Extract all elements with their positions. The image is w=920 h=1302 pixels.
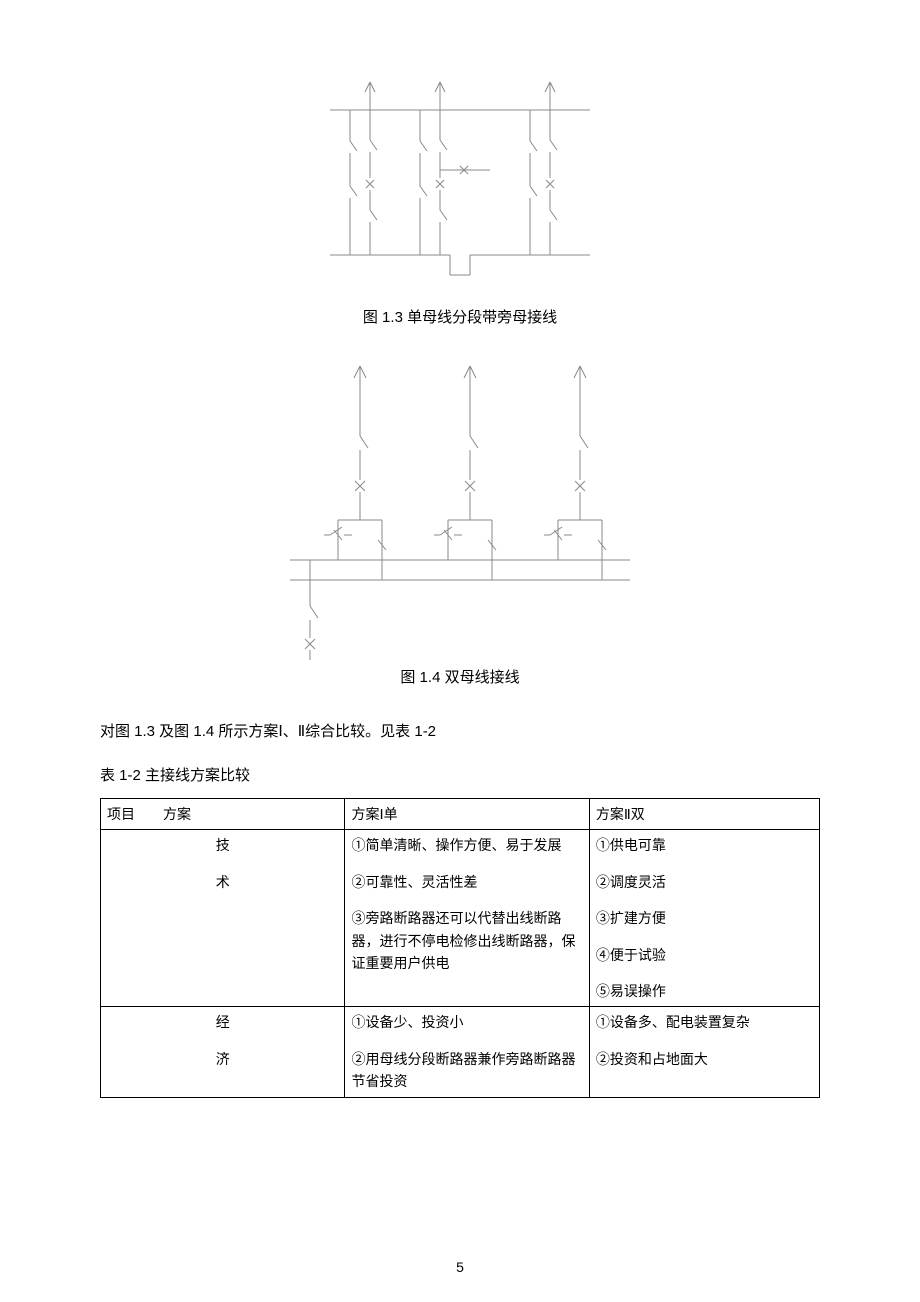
table-cell-line: ②投资和占地面大 (596, 1048, 813, 1070)
table-cell-line: ②用母线分段断路器兼作旁路断路器节省投资 (351, 1048, 582, 1093)
table-plan2-cell: ①设备多、配电装置复杂 ②投资和占地面大 (589, 1007, 819, 1097)
table-title: 表 1-2 主接线方案比较 (100, 764, 820, 788)
diagram-1-3 (290, 80, 630, 300)
table-header-col-b: 方案Ⅰ单 (345, 799, 589, 830)
figure-1-4: 图 1.4 双母线接线 (100, 360, 820, 690)
figure-1-3-caption: 图 1.3 单母线分段带旁母接线 (100, 306, 820, 330)
diagram-1-4 (270, 360, 650, 660)
table-cell-line: ③旁路断路器还可以代替出线断路器，进行不停电检修出线断路器，保证重要用户供电 (351, 907, 582, 974)
table-cell-line: ①供电可靠 (596, 834, 813, 856)
figure-1-3: 图 1.3 单母线分段带旁母接线 (100, 80, 820, 330)
table-cell-line: ②可靠性、灵活性差 (351, 871, 582, 893)
table-cell-line: ④便于试验 (596, 944, 813, 966)
table-cell-line: ①简单清晰、操作方便、易于发展 (351, 834, 582, 856)
table-category-char: 术 (107, 871, 338, 893)
table-header-col-c: 方案Ⅱ双 (589, 799, 819, 830)
table-cell-line: ②调度灵活 (596, 871, 813, 893)
table-category-char: 技 (107, 834, 338, 856)
compare-intro-paragraph: 对图 1.3 及图 1.4 所示方案Ⅰ、Ⅱ综合比较。见表 1-2 (100, 720, 820, 744)
table-plan1-cell: ①设备少、投资小 ②用母线分段断路器兼作旁路断路器节省投资 (345, 1007, 589, 1097)
table-cell-line: ③扩建方便 (596, 907, 813, 929)
table-category-cell: 经济 (101, 1007, 345, 1097)
table-category-char: 济 (107, 1048, 338, 1070)
table-header-col-a: 项目 方案 (101, 799, 345, 830)
table-cell-line: ①设备少、投资小 (351, 1011, 582, 1033)
comparison-table: 项目 方案 方案Ⅰ单 方案Ⅱ双 技术 ①简单清晰、操作方便、易于发展 ②可靠性、灵活… (100, 798, 820, 1098)
page-number: 5 (0, 1256, 920, 1278)
table-cell-line: ①设备多、配电装置复杂 (596, 1011, 813, 1033)
table-header-row: 项目 方案 方案Ⅰ单 方案Ⅱ双 (101, 799, 820, 830)
document-page: 图 1.3 单母线分段带旁母接线 图 1.4 双母线接线 对图 1.3 及图 1… (0, 0, 920, 1302)
figure-1-4-caption: 图 1.4 双母线接线 (100, 666, 820, 690)
table-category-char: 经 (107, 1011, 338, 1033)
table-cell-line: ⑤易误操作 (596, 980, 813, 1002)
table-category-cell: 技术 (101, 830, 345, 1007)
table-plan2-cell: ①供电可靠 ②调度灵活 ③扩建方便 ④便于试验 ⑤易误操作 (589, 830, 819, 1007)
table-plan1-cell: ①简单清晰、操作方便、易于发展 ②可靠性、灵活性差 ③旁路断路器还可以代替出线断路器… (345, 830, 589, 1007)
table-row: 经济①设备少、投资小②用母线分段断路器兼作旁路断路器节省投资①设备多、配电装置复… (101, 1007, 820, 1097)
table-row: 技术 ①简单清晰、操作方便、易于发展 ②可靠性、灵活性差 ③旁路断路器还可以代替出线断… (101, 830, 820, 1007)
